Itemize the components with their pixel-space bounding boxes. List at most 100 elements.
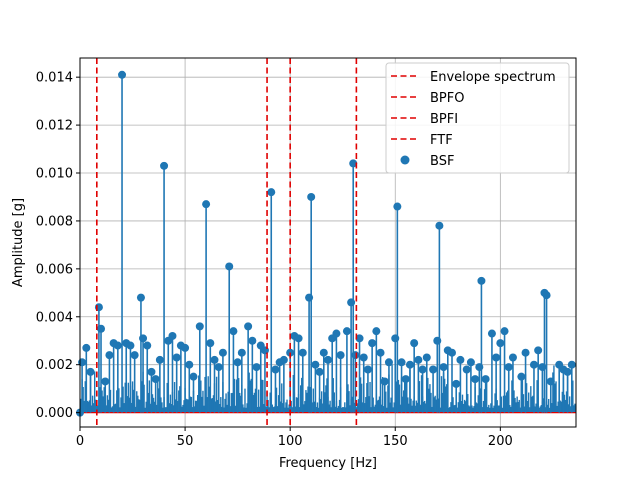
x-tick-label: 100 — [278, 434, 303, 449]
bsf-marker — [118, 70, 127, 79]
bsf-marker — [181, 343, 190, 352]
bsf-marker — [355, 334, 364, 343]
legend-label: BPFI — [430, 112, 458, 127]
bsf-marker — [298, 348, 307, 357]
x-tick-label: 200 — [488, 434, 513, 449]
bsf-marker — [384, 358, 393, 367]
bsf-marker — [139, 334, 148, 343]
bsf-marker — [307, 192, 316, 201]
bsf-marker — [368, 339, 377, 348]
bsf-marker — [397, 358, 406, 367]
y-tick-label: 0.006 — [36, 262, 73, 277]
bsf-marker — [267, 188, 276, 197]
bsf-marker — [237, 348, 246, 357]
bsf-marker — [105, 351, 114, 360]
y-tick-label: 0.004 — [36, 310, 73, 325]
bsf-marker — [439, 363, 448, 372]
bsf-marker — [456, 355, 465, 364]
y-axis-label: Amplitude [g] — [11, 198, 26, 287]
bsf-marker — [567, 360, 576, 369]
x-tick-label: 50 — [177, 434, 194, 449]
bsf-marker — [252, 363, 261, 372]
bsf-marker — [143, 341, 152, 350]
bsf-marker — [225, 262, 234, 271]
bsf-marker — [160, 161, 169, 170]
bsf-marker — [130, 351, 139, 360]
bsf-marker — [504, 363, 513, 372]
bsf-marker — [496, 339, 505, 348]
bsf-marker — [492, 353, 501, 362]
bsf-marker — [195, 322, 204, 331]
legend-swatch-marker — [400, 155, 410, 165]
y-tick-label: 0.008 — [36, 214, 73, 229]
bsf-marker — [336, 351, 345, 360]
bsf-marker — [452, 379, 461, 388]
bsf-marker — [324, 355, 332, 364]
x-tick-label: 150 — [383, 434, 408, 449]
x-axis-label: Frequency [Hz] — [279, 456, 377, 471]
bsf-marker — [172, 353, 181, 362]
bsf-marker — [542, 291, 551, 300]
bsf-marker — [218, 348, 227, 357]
bsf-marker — [563, 367, 572, 376]
bsf-marker — [332, 329, 341, 338]
bsf-marker — [113, 341, 122, 350]
bsf-marker — [97, 324, 106, 333]
bsf-marker — [462, 365, 471, 374]
bsf-marker — [155, 355, 164, 364]
legend-label: BSF — [430, 154, 454, 169]
bsf-marker — [410, 339, 419, 348]
bsf-marker — [359, 353, 368, 362]
bsf-marker — [294, 334, 303, 343]
bsf-marker — [500, 327, 509, 336]
bsf-marker — [214, 363, 223, 372]
bsf-marker — [521, 348, 530, 357]
bsf-marker — [315, 367, 324, 376]
bsf-marker — [244, 322, 253, 331]
bsf-marker — [151, 375, 160, 384]
bsf-marker — [342, 327, 351, 336]
bsf-marker — [101, 377, 110, 386]
bsf-marker — [546, 377, 555, 386]
bsf-marker — [529, 360, 538, 369]
bsf-marker — [517, 372, 526, 381]
bsf-marker — [271, 365, 280, 374]
bsf-marker — [319, 348, 328, 357]
bsf-marker — [471, 375, 480, 384]
bsf-marker — [534, 346, 543, 355]
bsf-marker — [422, 353, 431, 362]
bsf-marker — [481, 375, 490, 384]
bsf-marker — [418, 365, 427, 374]
bsf-stem-series — [76, 70, 576, 417]
bsf-marker — [82, 343, 91, 352]
bsf-marker — [229, 327, 238, 336]
bsf-marker — [168, 331, 177, 340]
bsf-marker — [136, 293, 145, 302]
bsf-marker — [349, 159, 358, 168]
bsf-marker — [185, 360, 194, 369]
x-tick-label: 0 — [76, 434, 84, 449]
y-tick-label: 0.012 — [36, 119, 73, 134]
bsf-marker — [414, 355, 423, 364]
bsf-marker — [508, 353, 517, 362]
bsf-marker — [202, 200, 211, 209]
y-tick-label: 0.002 — [36, 358, 73, 373]
bsf-marker — [393, 202, 402, 211]
y-tick-label: 0.000 — [36, 406, 73, 421]
fault-frequency-lines — [96, 58, 358, 427]
bsf-marker — [147, 367, 156, 376]
bsf-marker — [311, 360, 320, 369]
bsf-marker — [466, 358, 475, 367]
axes-frame — [79, 57, 577, 428]
legend-label: BPFO — [430, 91, 464, 106]
bsf-marker — [233, 358, 242, 367]
bsf-marker — [435, 221, 444, 230]
bsf-marker — [206, 339, 215, 348]
tick-layer: 0 50 100 150 200 0.000 0.002 0.004 0.006 0.008 0.0… — [36, 71, 513, 449]
bsf-marker — [401, 375, 410, 384]
bsf-marker — [351, 351, 360, 360]
bsf-marker — [126, 341, 135, 350]
bsf-marker — [86, 367, 95, 376]
bsf-marker — [448, 348, 456, 357]
